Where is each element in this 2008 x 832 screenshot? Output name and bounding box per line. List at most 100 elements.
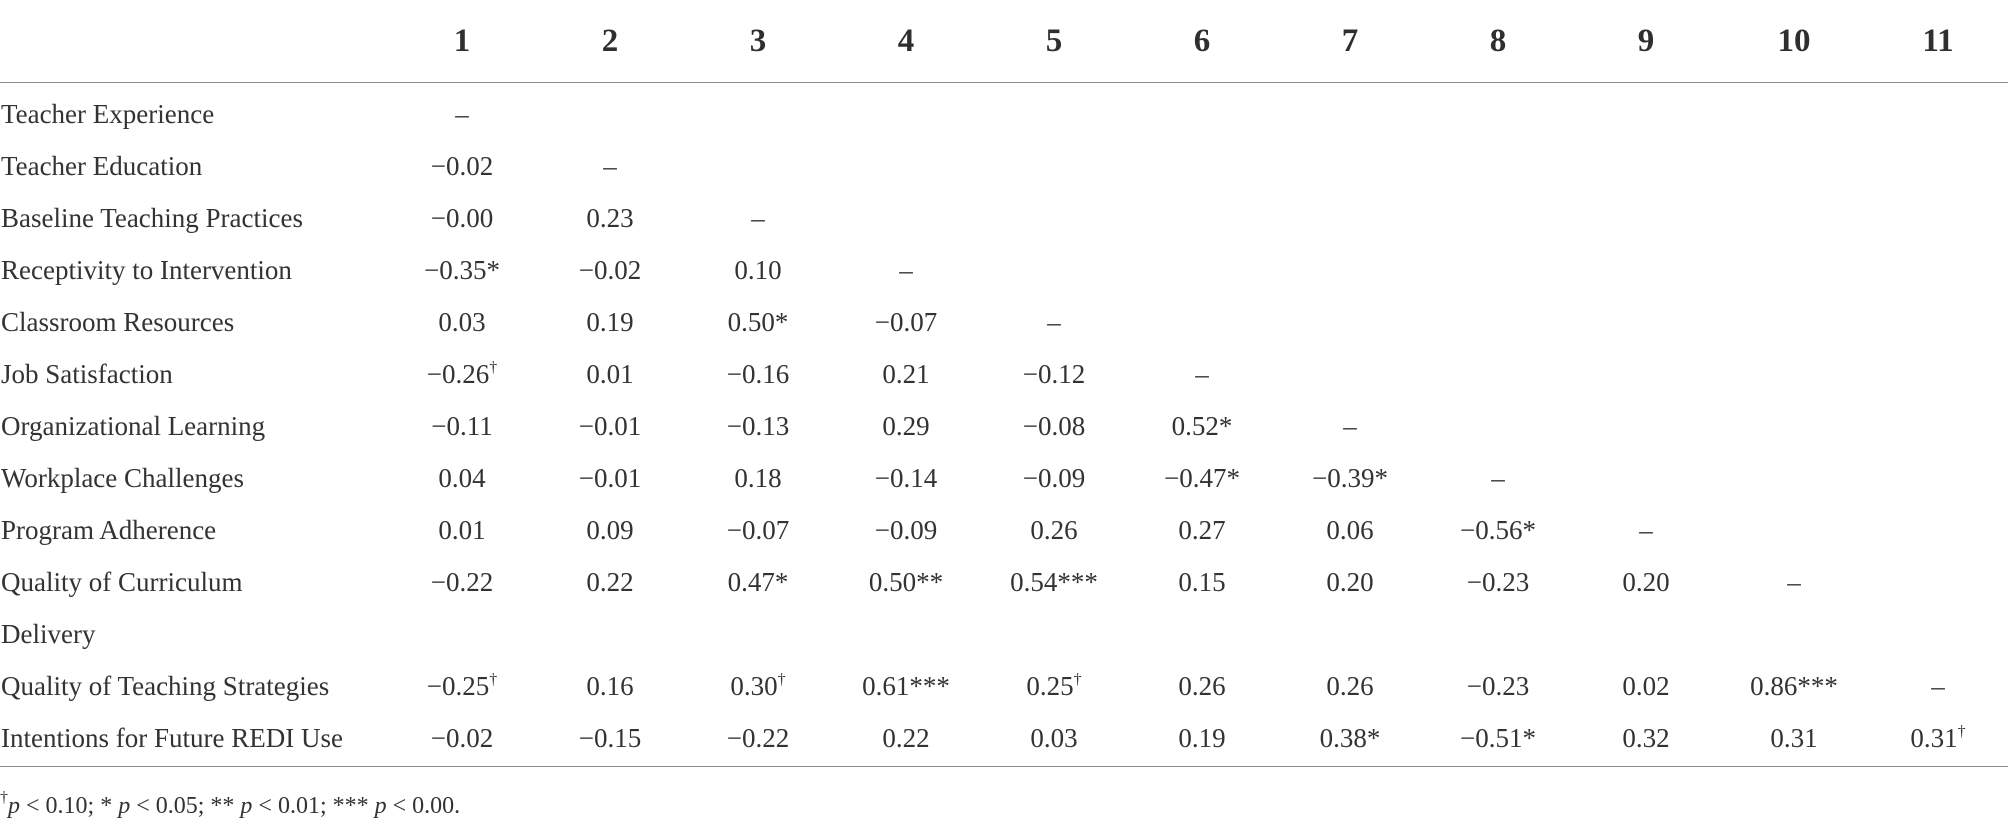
cell-value: 0.21 — [882, 358, 930, 389]
cell-value: 0.26 — [1326, 670, 1374, 701]
cell-value: −0.01 — [578, 410, 642, 441]
cell-value: – — [899, 254, 913, 285]
table-row: Receptivity to Intervention −0.35* −0.02 0.… — [0, 244, 2008, 296]
correlation-cell — [1572, 140, 1720, 192]
correlation-cell: −0.11 — [388, 400, 536, 452]
cell-value: 0.23 — [586, 202, 634, 233]
cell-value: 0.01 — [586, 358, 634, 389]
correlation-cell: −0.23 — [1424, 556, 1572, 608]
correlation-cell: −0.02 — [388, 712, 536, 767]
cell-value: 0.30 — [730, 670, 778, 701]
correlation-cell: – — [1868, 660, 2008, 712]
correlation-cell — [1868, 504, 2008, 556]
correlation-cell: 0.32 — [1572, 712, 1720, 767]
correlation-cell — [1424, 400, 1572, 452]
correlation-cell — [1572, 192, 1720, 244]
cell-value: – — [1195, 358, 1209, 389]
correlation-cell: −0.39* — [1276, 452, 1424, 504]
correlation-cell: – — [980, 296, 1128, 348]
correlation-cell: −0.16 — [684, 348, 832, 400]
cell-value: 0.61*** — [862, 670, 950, 701]
correlation-cell: 0.61*** — [832, 660, 980, 712]
cell-value: 0.16 — [586, 670, 634, 701]
correlation-cell: 0.03 — [388, 296, 536, 348]
correlation-cell — [1868, 452, 2008, 504]
correlation-cell — [1424, 192, 1572, 244]
correlation-cell — [832, 192, 980, 244]
correlation-cell — [1128, 244, 1276, 296]
correlation-cell: 0.20 — [1276, 556, 1424, 608]
correlation-cell: 0.29 — [832, 400, 980, 452]
correlation-cell: −0.14 — [832, 452, 980, 504]
correlation-cell: −0.56* — [1424, 504, 1572, 556]
correlation-cell: 0.50* — [684, 296, 832, 348]
row-label: Teacher Education — [1, 150, 203, 181]
cell-value: −0.12 — [1022, 358, 1086, 389]
cell-value: 0.86*** — [1750, 670, 1838, 701]
correlation-cell — [1276, 348, 1424, 400]
cell-value: 0.09 — [586, 514, 634, 545]
correlation-cell — [980, 608, 1128, 660]
cell-value: 0.38* — [1319, 723, 1381, 754]
correlation-cell — [1128, 608, 1276, 660]
correlation-cell: −0.01 — [536, 400, 684, 452]
cell-value: −0.13 — [726, 410, 790, 441]
correlation-cell: 0.19 — [1128, 712, 1276, 767]
table-row: Job Satisfaction −0.26† 0.01 −0.16 0.21 −0.12… — [0, 348, 2008, 400]
row-label: Receptivity to Intervention — [1, 254, 292, 285]
cell-value: −0.47* — [1164, 462, 1240, 493]
correlation-cell — [832, 82, 980, 140]
correlation-cell: −0.09 — [980, 452, 1128, 504]
cell-superscript: † — [489, 358, 498, 376]
correlation-cell — [1868, 400, 2008, 452]
correlation-cell: 0.01 — [536, 348, 684, 400]
correlation-cell: – — [1572, 504, 1720, 556]
correlation-cell: 0.25† — [980, 660, 1128, 712]
table-row: Baseline Teaching Practices −0.00 0.23 – — [0, 192, 2008, 244]
correlation-cell — [1572, 452, 1720, 504]
correlation-cell: 0.06 — [1276, 504, 1424, 556]
cell-value: 0.10 — [734, 254, 782, 285]
cell-value: −0.07 — [874, 306, 938, 337]
correlation-cell — [536, 82, 684, 140]
correlation-cell: −0.08 — [980, 400, 1128, 452]
correlation-cell: 0.16 — [536, 660, 684, 712]
correlation-cell — [1720, 452, 1868, 504]
row-label: Program Adherence — [1, 514, 217, 545]
footnote-text: < 0.05; ** — [130, 793, 241, 819]
footnote-text: < 0.00. — [386, 793, 461, 819]
correlation-cell: 0.04 — [388, 452, 536, 504]
correlation-cell: 0.22 — [536, 556, 684, 608]
cell-value: 0.27 — [1178, 514, 1226, 545]
cell-value: −0.51* — [1460, 723, 1536, 754]
correlation-cell: – — [536, 140, 684, 192]
footnote-p: p — [374, 793, 387, 819]
correlation-cell — [1424, 244, 1572, 296]
correlation-cell: 0.31† — [1868, 712, 2008, 767]
correlation-cell: – — [684, 192, 832, 244]
cell-value: −0.16 — [726, 358, 790, 389]
correlation-cell: – — [1720, 556, 1868, 608]
row-label: Classroom Resources — [1, 306, 235, 337]
correlation-cell: −0.25† — [388, 660, 536, 712]
cell-value: 0.31 — [1910, 723, 1958, 754]
table-row: Organizational Learning −0.11 −0.01 −0.13 0.… — [0, 400, 2008, 452]
correlation-table: 1 2 3 4 5 6 7 8 9 10 11 Teacher Experience – Teacher… — [0, 0, 2008, 767]
correlation-cell: 0.18 — [684, 452, 832, 504]
correlation-cell — [684, 608, 832, 660]
correlation-cell — [980, 244, 1128, 296]
correlation-cell — [1868, 192, 2008, 244]
cell-superscript: † — [1073, 670, 1082, 688]
cell-value: 0.22 — [882, 723, 930, 754]
column-header-10: 10 — [1720, 0, 1868, 83]
correlation-cell: −0.12 — [980, 348, 1128, 400]
correlation-cell — [980, 82, 1128, 140]
cell-value: – — [1931, 670, 1945, 701]
table-row: Intentions for Future REDI Use −0.02 −0.15… — [0, 712, 2008, 767]
column-header-7: 7 — [1276, 0, 1424, 83]
correlation-cell — [536, 608, 684, 660]
cell-value: – — [603, 150, 617, 181]
cell-value: −0.23 — [1466, 566, 1530, 597]
cell-value: −0.56* — [1460, 514, 1536, 545]
correlation-cell: −0.09 — [832, 504, 980, 556]
